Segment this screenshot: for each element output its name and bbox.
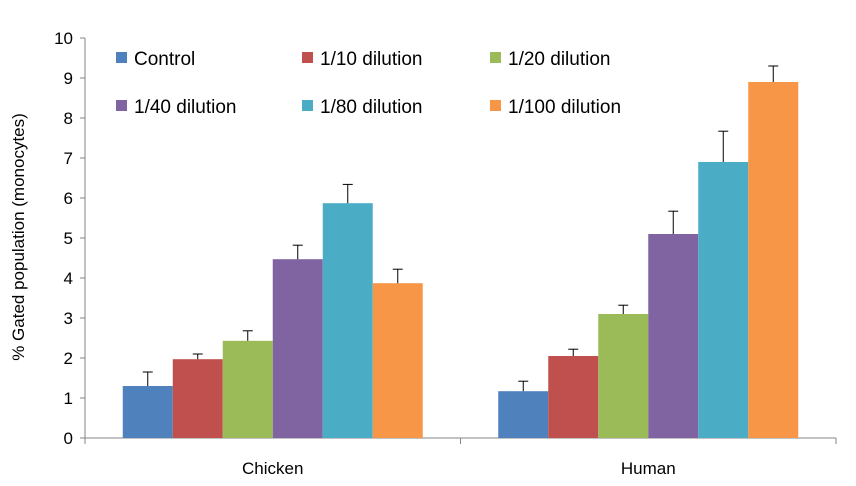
legend: Control 1/10 dilution 1/20 dilution 1/40 di…: [116, 49, 621, 118]
x-tick-label: Human: [621, 459, 676, 478]
bar: [698, 162, 749, 438]
y-tick-label: 0: [64, 429, 73, 448]
y-tick-label: 2: [64, 349, 73, 368]
y-tick-label: 10: [54, 29, 73, 48]
bar: [598, 314, 649, 438]
bar: [372, 283, 423, 438]
bar: [122, 386, 173, 438]
legend-label: 1/100 dilution: [508, 97, 621, 118]
bar: [548, 356, 599, 438]
bar: [498, 391, 549, 438]
legend-swatch: [116, 100, 127, 111]
legend-label: Control: [134, 49, 195, 70]
bar: [222, 340, 273, 438]
bar: [172, 359, 223, 438]
error-bars: [142, 65, 779, 392]
legend-label: 1/80 dilution: [320, 97, 422, 118]
legend-label: 1/10 dilution: [320, 49, 422, 70]
y-tick-label: 3: [64, 309, 73, 328]
bar: [272, 259, 323, 438]
y-tick-label: 6: [64, 189, 73, 208]
x-axis: Chicken Human: [84, 437, 837, 478]
y-tick-label: 1: [64, 389, 73, 408]
legend-swatch: [302, 52, 313, 63]
legend-swatch: [116, 52, 127, 63]
y-axis: 0 1 2 3 4 5 6 7 8 9 10: [54, 29, 86, 448]
bar: [322, 203, 373, 438]
y-axis-label: % Gated population (monocytes): [9, 113, 28, 361]
bars: [122, 82, 799, 438]
y-tick-label: 5: [64, 229, 73, 248]
y-tick-label: 4: [64, 269, 73, 288]
legend-swatch: [490, 100, 501, 111]
legend-swatch: [490, 52, 501, 63]
x-tick-label: Chicken: [242, 459, 303, 478]
bar: [748, 82, 799, 438]
bar: [648, 234, 699, 438]
y-tick-label: 8: [64, 109, 73, 128]
legend-swatch: [302, 100, 313, 111]
legend-label: 1/20 dilution: [508, 49, 610, 70]
legend-label: 1/40 dilution: [134, 97, 236, 118]
y-tick-label: 7: [64, 149, 73, 168]
y-tick-label: 9: [64, 69, 73, 88]
